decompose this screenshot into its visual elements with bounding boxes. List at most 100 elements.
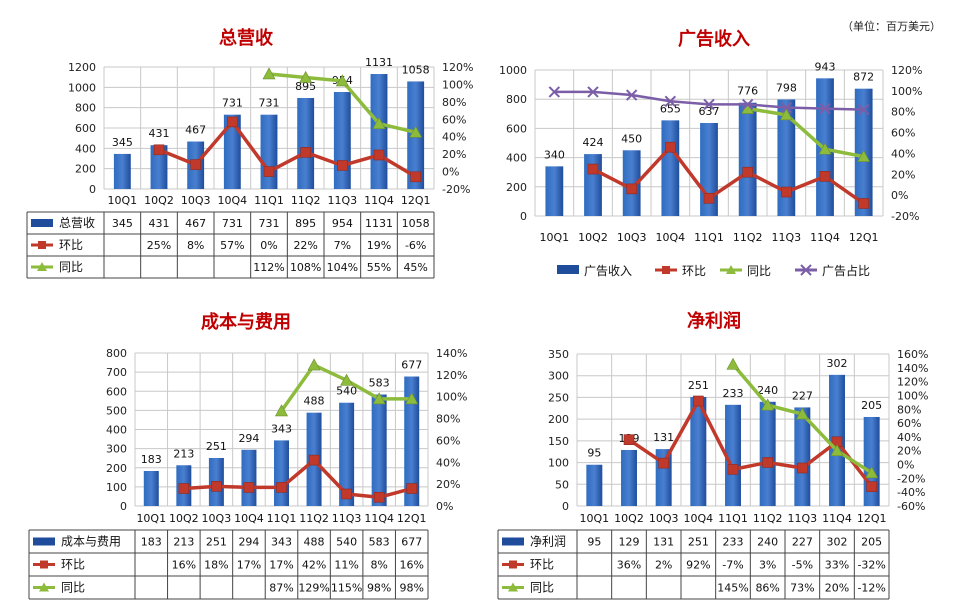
series-line [158, 120, 417, 179]
bar-data-label: 213 [173, 447, 194, 460]
x-tick-label: 11Q2 [753, 512, 783, 525]
line-point [227, 116, 238, 128]
bar-data-label: 343 [271, 422, 292, 435]
bar-data-label: 467 [185, 124, 206, 137]
line-point [372, 392, 386, 405]
x-tick-label: 11Q3 [772, 231, 802, 244]
bar-data-label: 233 [723, 387, 744, 400]
line-point [779, 108, 793, 121]
line-point [307, 358, 321, 371]
line-point [587, 86, 599, 98]
y-right-tick-label: 0% [436, 500, 453, 513]
x-tick-label: 12Q1 [401, 194, 431, 207]
table-cell: 57% [220, 239, 244, 252]
table-cell: 16% [172, 559, 196, 572]
line-point [405, 392, 419, 405]
bar [404, 376, 420, 506]
y-left-tick-label: 800 [75, 102, 96, 115]
y-right-tick-label: 40% [891, 147, 915, 160]
y-left-tick-label: 500 [106, 404, 127, 417]
bar [759, 401, 776, 506]
bar-data-label: 677 [401, 359, 422, 372]
line-point [625, 89, 638, 101]
line-point [795, 407, 809, 420]
line-point [857, 103, 870, 116]
legend-key-marker [800, 264, 812, 276]
line-point [153, 144, 165, 156]
x-tick-label: 10Q1 [108, 194, 138, 207]
y-right-tick-label: -40% [897, 486, 925, 499]
line-point [780, 101, 793, 114]
table-cell: 8% [370, 559, 387, 572]
line-point [178, 483, 190, 494]
x-tick-label: 12Q1 [857, 512, 887, 525]
y-right-tick-label: 20% [436, 478, 460, 491]
y-right-tick-label: 140% [897, 362, 928, 375]
x-tick-label: 11Q1 [694, 231, 724, 244]
x-tick-label: 10Q3 [617, 231, 647, 244]
line-point [819, 171, 831, 182]
chart-title: 成本与费用 [201, 311, 291, 333]
legend-key-bar [502, 537, 524, 546]
bar-data-label: 345 [112, 136, 133, 149]
x-tick-label: 10Q3 [181, 194, 211, 207]
y-right-tick-label: 60% [436, 434, 460, 447]
table-cell: 145% [717, 582, 748, 595]
table-cell: 115% [331, 582, 362, 595]
table-cell: 98% [367, 582, 391, 595]
table-cell: 16% [399, 559, 423, 572]
table-cell: 108% [290, 261, 321, 274]
x-tick-label: 11Q1 [267, 512, 297, 525]
bar [794, 407, 811, 506]
table-cell: 677 [401, 536, 422, 549]
y-left-tick-label: 400 [506, 152, 527, 165]
legend-label: 广告收入 [584, 264, 632, 278]
y-right-tick-label: 80% [891, 106, 915, 119]
bar-data-label: 1058 [402, 63, 430, 76]
chart-title: 净利润 [687, 310, 741, 332]
y-left-tick-label: 0 [520, 210, 527, 223]
table-cell: 129 [619, 536, 640, 549]
line-point [341, 488, 352, 500]
line-point [410, 171, 421, 183]
legend-label: 广告占比 [822, 263, 870, 278]
y-right-tick-label: 40% [442, 131, 466, 144]
legend-label: 同比 [747, 264, 771, 278]
y-right-tick-label: 0% [897, 459, 914, 472]
x-tick-label: 10Q4 [234, 512, 264, 525]
y-right-tick-label: 40% [436, 456, 460, 469]
line-point [830, 444, 844, 457]
table-cell: 129% [298, 582, 329, 595]
table-cell: 45% [403, 261, 427, 274]
bar [725, 404, 741, 506]
line-point [623, 434, 635, 445]
y-left-tick-label: 400 [106, 424, 127, 437]
table-row-label: 总营收 [59, 216, 95, 230]
legend-key-marker [40, 560, 48, 569]
y-right-tick-label: 120% [442, 61, 473, 74]
bar-data-label: 251 [206, 440, 227, 453]
table-cell: 25% [147, 239, 171, 252]
line-point [276, 482, 287, 493]
bar [371, 394, 387, 506]
x-tick-label: 11Q2 [733, 231, 763, 244]
line-point [299, 70, 313, 83]
table-cell: 731 [222, 217, 243, 230]
table-cell: 233 [723, 536, 744, 549]
y-right-tick-label: 40% [897, 431, 921, 444]
x-tick-label: 10Q4 [656, 231, 686, 244]
bar-data-label: 340 [544, 148, 565, 161]
line-point [866, 481, 877, 492]
table-cell: 86% [755, 582, 779, 595]
y-left-tick-label: 600 [75, 122, 96, 135]
y-right-tick-label: 100% [442, 78, 473, 91]
x-tick-label: 11Q4 [822, 512, 852, 525]
y-right-tick-label: 80% [442, 96, 466, 109]
y-right-tick-label: 100% [897, 389, 928, 402]
table-cell: 98% [399, 582, 423, 595]
table-cell: 0% [260, 239, 277, 252]
line-point [797, 462, 808, 474]
table-row-label: 同比 [530, 581, 554, 595]
